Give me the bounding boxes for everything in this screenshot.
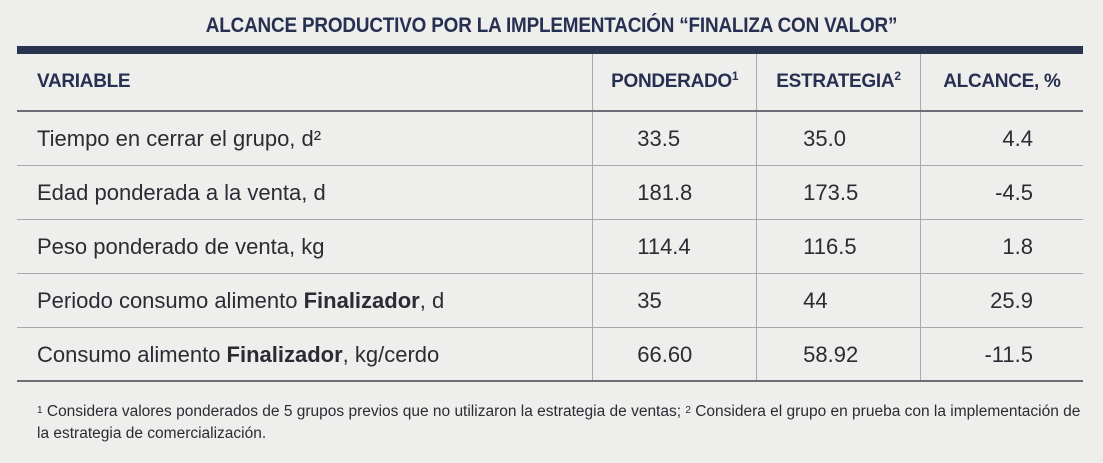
header-estrategia: ESTRATEGIA2	[756, 54, 921, 112]
row-label-bold: Finalizador	[226, 341, 343, 367]
header-estrategia-label: ESTRATEGIA	[776, 71, 895, 92]
cell-estrategia: 35.0	[756, 111, 921, 166]
row-label-bold: Finalizador	[303, 287, 420, 313]
header-ponderado: PONDERADO1	[592, 54, 757, 112]
row-label: Consumo alimento Finalizador, kg/cerdo	[17, 328, 593, 382]
cell-ponderado: 35	[592, 273, 757, 328]
cell-ponderado: 181.8	[592, 165, 757, 220]
cell-ponderado: 66.60	[592, 327, 757, 381]
row-label-text: Peso ponderado de venta, kg	[37, 233, 325, 259]
cell-estrategia: 58.92	[756, 327, 921, 381]
top-rule	[17, 46, 1083, 54]
header-ponderado-label: PONDERADO	[611, 71, 732, 92]
row-label: Peso ponderado de venta, kg	[17, 219, 593, 274]
row-label: Tiempo en cerrar el grupo, d²	[17, 111, 593, 166]
row-label-text: Edad ponderada a la venta, d	[37, 179, 326, 205]
bottom-rule	[17, 380, 1083, 382]
header-estrategia-sup: 2	[894, 69, 901, 83]
row-label: Edad ponderada a la venta, d	[17, 165, 593, 220]
footnote-sup-1: 1	[37, 405, 43, 416]
row-label-text: Periodo consumo alimento	[37, 287, 304, 313]
footnote-text-2: Considera el grupo en prueba con la impl…	[37, 403, 1081, 442]
data-table: VARIABLE PONDERADO1 ESTRATEGIA2 ALCANCE,…	[17, 54, 1083, 381]
cell-alcance: 1.8	[919, 219, 1083, 274]
header-alcance: ALCANCE, %	[919, 54, 1083, 112]
row-label-after: , kg/cerdo	[342, 341, 440, 367]
row-label-text: Consumo alimento	[37, 341, 227, 367]
table-row: Peso ponderado de venta, kg 114.4 116.5 …	[17, 219, 1083, 274]
row-label-after: , d	[419, 287, 445, 313]
cell-alcance: 4.4	[919, 111, 1083, 166]
cell-estrategia: 44	[756, 273, 921, 328]
table-row: Periodo consumo alimento Finalizador, d …	[17, 273, 1083, 328]
row-label: Periodo consumo alimento Finalizador, d	[17, 273, 593, 328]
footnote: 1 Considera valores ponderados de 5 grup…	[37, 401, 1087, 445]
cell-estrategia: 116.5	[756, 219, 921, 274]
table-row: Tiempo en cerrar el grupo, d² 33.5 35.0 …	[17, 111, 1083, 166]
table-row: Consumo alimento Finalizador, kg/cerdo 6…	[17, 327, 1083, 382]
header-ponderado-sup: 1	[731, 69, 739, 83]
cell-ponderado: 33.5	[592, 111, 757, 166]
table-title: ALCANCE PRODUCTIVO POR LA IMPLEMENTACIÓN…	[205, 14, 898, 37]
cell-alcance: -4.5	[919, 165, 1083, 220]
cell-alcance: 25.9	[919, 273, 1083, 328]
cell-ponderado: 114.4	[592, 219, 757, 274]
cell-estrategia: 173.5	[756, 165, 921, 220]
row-label-text: Tiempo en cerrar el grupo, d²	[37, 125, 322, 151]
footnote-sup-2: 2	[685, 405, 691, 416]
header-row: VARIABLE PONDERADO1 ESTRATEGIA2 ALCANCE,…	[17, 54, 1083, 112]
cell-alcance: -11.5	[919, 327, 1083, 381]
footnote-text-1: Considera valores ponderados de 5 grupos…	[42, 403, 686, 420]
table-row: Edad ponderada a la venta, d 181.8 173.5…	[17, 165, 1083, 220]
header-variable: VARIABLE	[17, 54, 593, 112]
